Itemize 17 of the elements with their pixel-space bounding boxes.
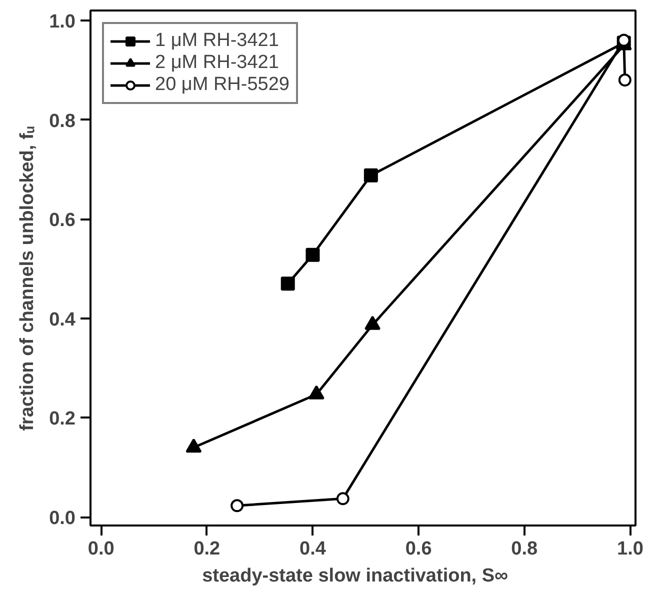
y-tick-label: 0.8 xyxy=(49,110,76,132)
y-tick-label: 0.6 xyxy=(49,210,76,232)
legend-label: 20 μM RH-5529 xyxy=(155,74,290,96)
y-axis-title: fraction of channels unblocked, fᵤ xyxy=(17,126,38,431)
x-tick-label: 0.4 xyxy=(300,538,326,560)
x-tick-label: 0.2 xyxy=(194,538,220,560)
x-axis-title: steady-state slow inactivation, S∞ xyxy=(202,566,508,586)
x-tick-label: 0.6 xyxy=(405,538,432,560)
y-tick-label: 1.0 xyxy=(49,11,76,32)
y-tick-label: 0.2 xyxy=(49,408,76,430)
y-tick-label: 0.0 xyxy=(49,508,76,530)
legend-label: 1 μM RH-3421 xyxy=(155,30,279,52)
legend-label: 2 μM RH-3421 xyxy=(155,52,279,74)
y-tick-label: 0.4 xyxy=(49,309,76,330)
x-tick-label: 0.8 xyxy=(511,538,538,560)
x-tick-label: 1.0 xyxy=(617,538,644,560)
x-tick-label: 0.0 xyxy=(88,538,114,560)
